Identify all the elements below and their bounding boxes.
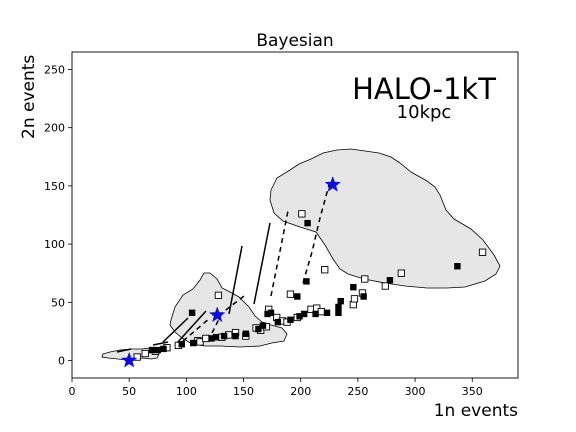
filled-square-point — [275, 319, 281, 325]
filled-square-point — [221, 333, 227, 339]
credible-regions — [102, 149, 500, 360]
y-tick-label: 50 — [51, 296, 65, 309]
filled-square-point — [324, 310, 330, 316]
y-tick-label: 0 — [58, 355, 65, 368]
open-square-point — [203, 335, 209, 341]
filled-square-point — [301, 311, 307, 317]
open-square-point — [382, 283, 388, 289]
open-square-point — [215, 292, 221, 298]
filled-square-point — [260, 322, 266, 328]
filled-square-point — [243, 331, 249, 337]
x-tick-label: 0 — [69, 385, 76, 398]
filled-square-point — [190, 340, 196, 346]
x-tick-label: 150 — [233, 385, 254, 398]
open-square-point — [362, 276, 368, 282]
credible-region-high — [270, 149, 500, 288]
filled-square-point — [312, 311, 318, 317]
open-square-point — [287, 291, 293, 297]
filled-square-point — [213, 334, 219, 340]
filled-square-point — [360, 293, 366, 299]
detector-annotation: HALO-1kT — [352, 72, 496, 106]
filled-square-point — [338, 298, 344, 304]
x-tick-label: 350 — [462, 385, 483, 398]
open-square-point — [142, 350, 148, 356]
filled-square-point — [303, 278, 309, 284]
solid-curve-6 — [254, 223, 270, 304]
dashed-curve-3 — [271, 211, 288, 296]
y-tick-label: 250 — [44, 63, 65, 76]
open-square-point — [322, 267, 328, 273]
filled-square-point — [294, 293, 300, 299]
x-tick-label: 200 — [290, 385, 311, 398]
y-axis-ticks: 0 50 100 150 200 250 — [44, 63, 72, 367]
filled-square-point — [350, 284, 356, 290]
filled-square-point — [454, 263, 460, 269]
x-tick-label: 50 — [122, 385, 136, 398]
open-square-point — [299, 211, 305, 217]
x-tick-label: 300 — [405, 385, 426, 398]
x-axis-label: 1n events — [434, 401, 518, 421]
open-square-point — [318, 308, 324, 314]
filled-square-point — [335, 310, 341, 316]
y-tick-label: 150 — [44, 180, 65, 193]
x-axis-ticks: 0 50 100 150 200 250 300 350 — [69, 378, 483, 398]
filled-square-point — [268, 310, 274, 316]
filled-square-point — [335, 304, 341, 310]
filled-square-point — [189, 310, 195, 316]
y-axis-label: 2n events — [19, 55, 39, 139]
distance-annotation: 10kpc — [397, 102, 452, 123]
y-tick-label: 100 — [44, 238, 65, 251]
open-square-point — [398, 270, 404, 276]
filled-square-point — [304, 220, 310, 226]
x-tick-label: 100 — [176, 385, 197, 398]
filled-square-point — [179, 341, 185, 347]
open-square-point — [351, 296, 357, 302]
filled-square-point — [155, 347, 161, 353]
filled-square-point — [287, 317, 293, 323]
filled-square-point — [160, 346, 166, 352]
open-square-point — [479, 249, 485, 255]
filled-square-point — [232, 333, 238, 339]
x-tick-label: 250 — [347, 385, 368, 398]
filled-square-point — [149, 347, 155, 353]
chart-title: Bayesian — [256, 31, 333, 51]
filled-square-point — [387, 277, 393, 283]
y-tick-label: 200 — [44, 122, 65, 135]
